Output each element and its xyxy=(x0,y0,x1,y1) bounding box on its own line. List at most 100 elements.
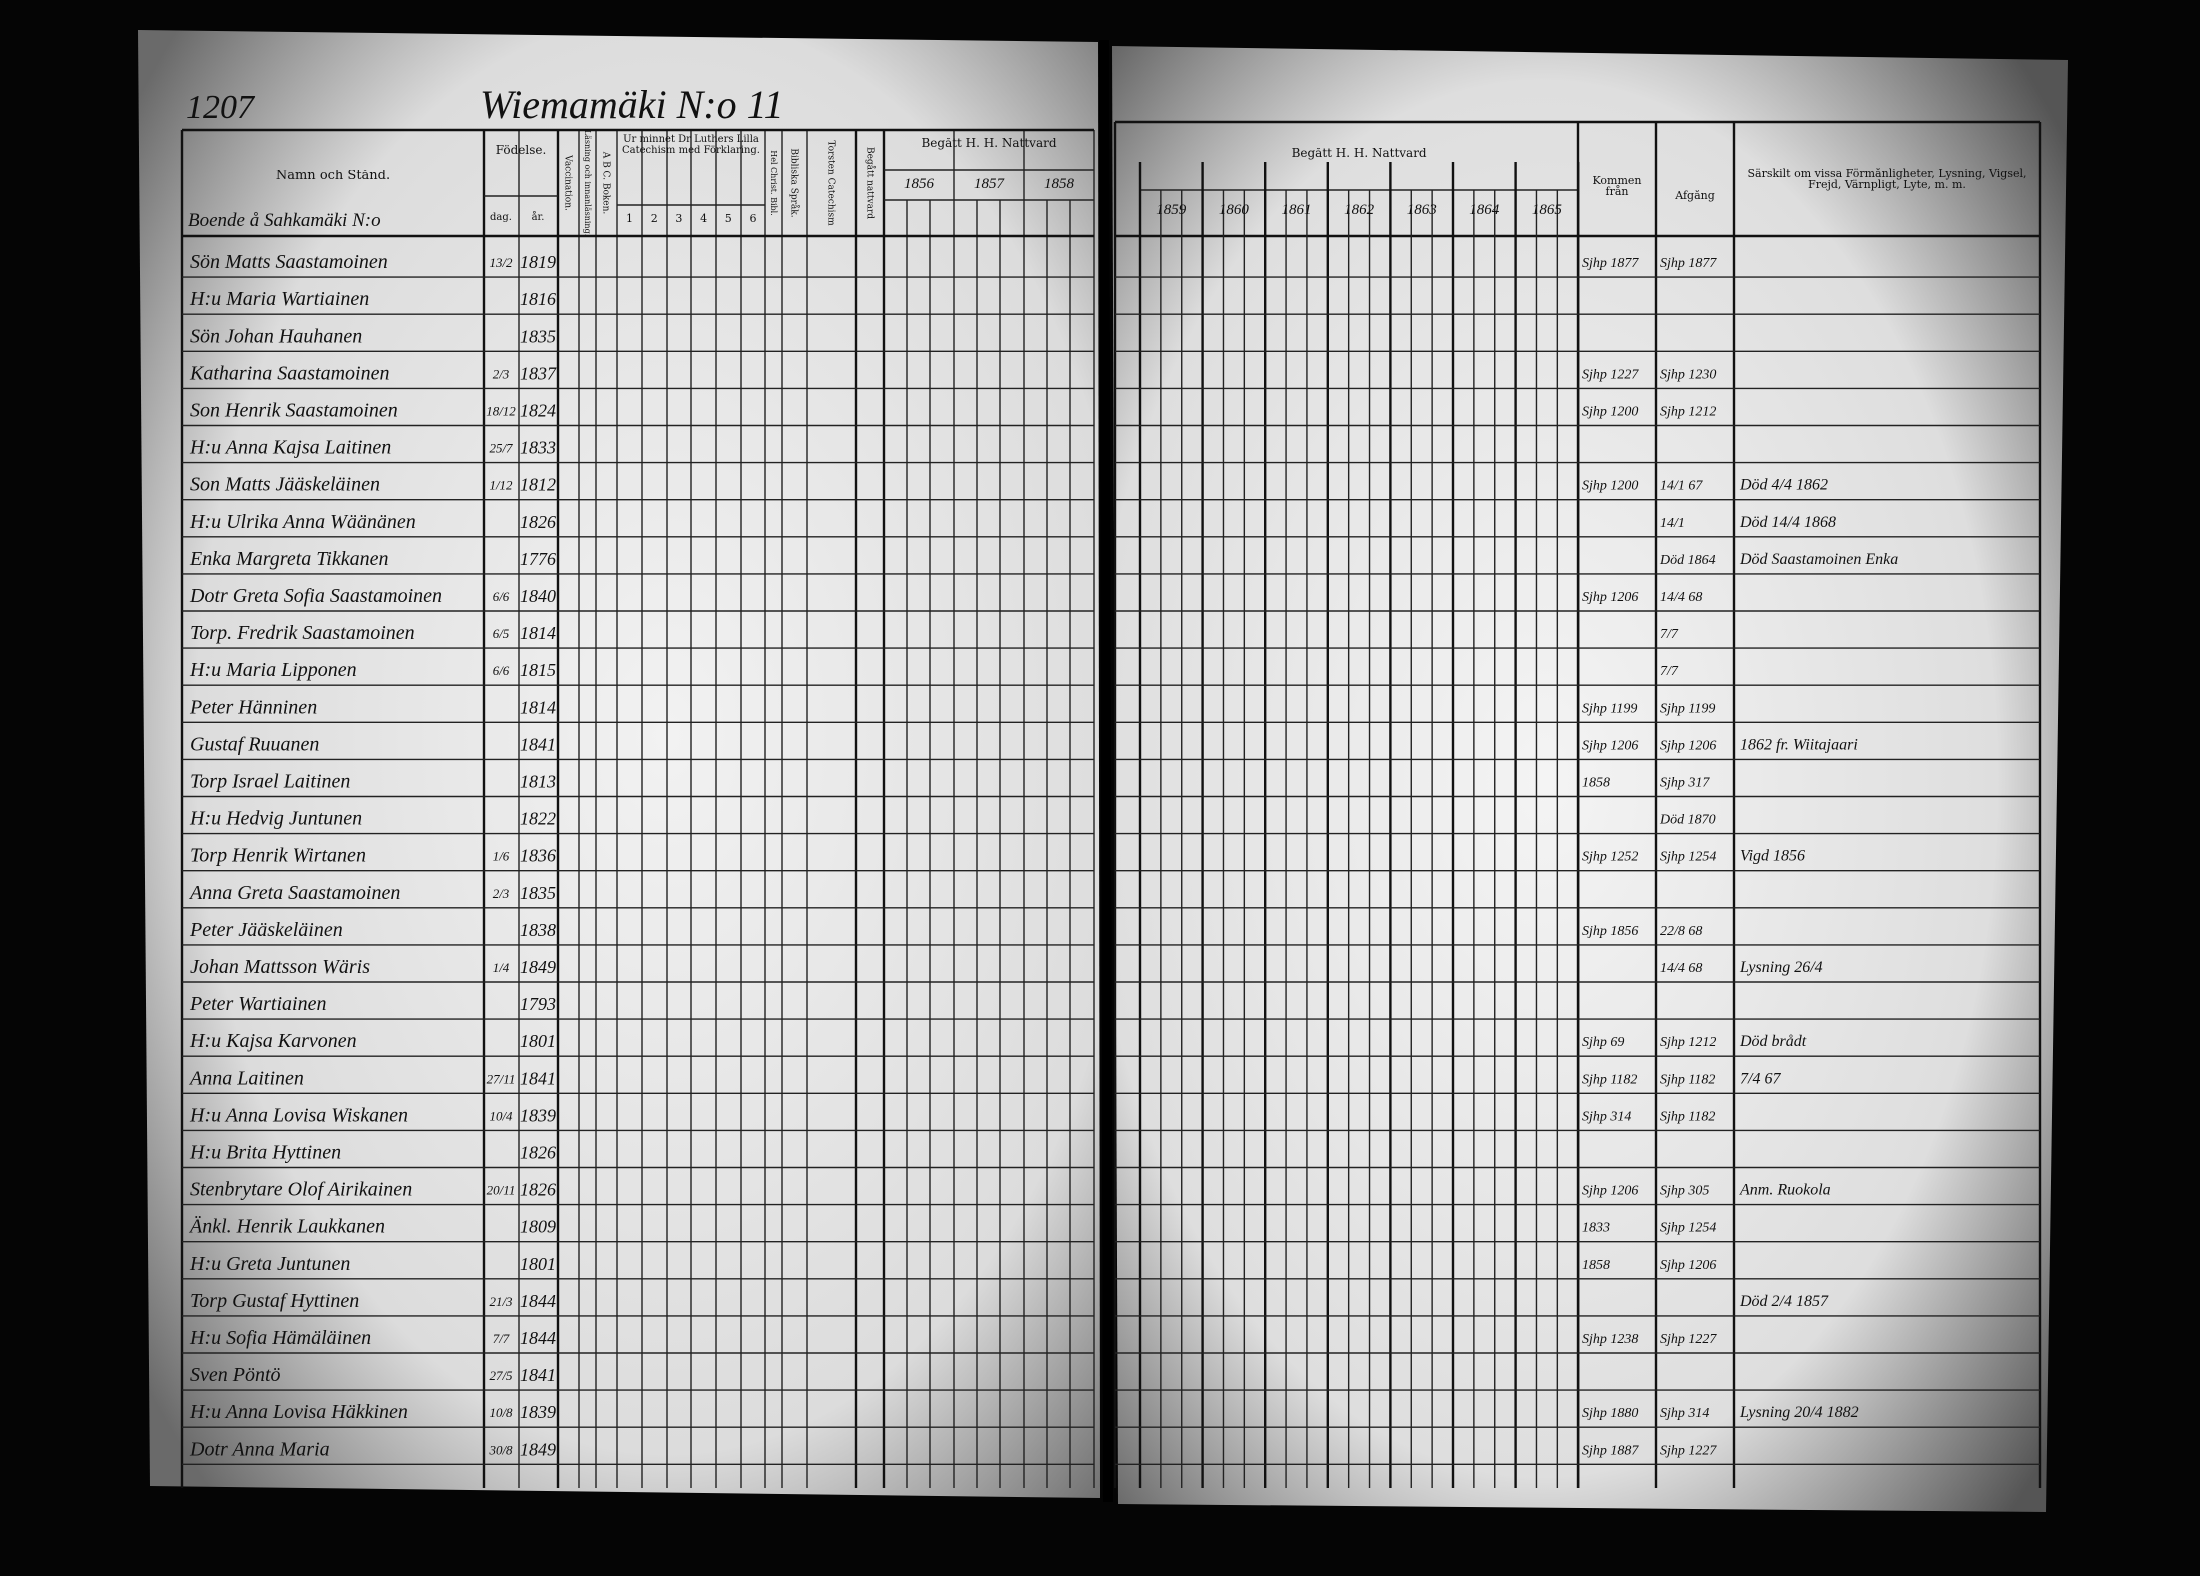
birth-year: 1816 xyxy=(520,289,556,309)
catechism-part: 5 xyxy=(725,212,732,225)
year-header: 1857 xyxy=(974,176,1006,192)
moved-from: Sjhp 69 xyxy=(1582,1035,1624,1050)
departure: 7/7 xyxy=(1660,627,1679,642)
departure: Sjhp 305 xyxy=(1660,1184,1709,1199)
birth-year: 1841 xyxy=(520,734,556,754)
birth-year: 1839 xyxy=(520,1105,556,1125)
moved-from: Sjhp 1206 xyxy=(1582,738,1638,753)
departure: Sjhp 1230 xyxy=(1660,367,1716,382)
vertical-header: Läsning och innanläsning. xyxy=(583,130,592,236)
year-header: 1856 xyxy=(904,176,935,192)
birth-year: 1822 xyxy=(520,809,556,829)
header-cell: Ur minnet Dr Luthers Lilla Catechism med… xyxy=(622,134,760,156)
person-name: Torp Gustaf Hyttinen xyxy=(190,1290,359,1312)
day-header: dag. xyxy=(490,212,512,223)
birth-year: 1841 xyxy=(520,1365,556,1385)
remark: Död Saastamoinen Enka xyxy=(1739,551,1898,568)
birth-day: 1/6 xyxy=(493,849,510,864)
moved-from: Sjhp 1887 xyxy=(1582,1443,1639,1458)
birth-year: 1841 xyxy=(520,1068,556,1088)
moved-from: Sjhp 314 xyxy=(1582,1109,1631,1124)
gutter xyxy=(1099,39,1113,1503)
person-name: Son Henrik Saastamoinen xyxy=(190,400,398,422)
remark: Död 2/4 1857 xyxy=(1739,1293,1829,1310)
remark: Vigd 1856 xyxy=(1740,848,1805,865)
person-name: Sön Johan Hauhanen xyxy=(190,325,362,347)
birth-year: 1826 xyxy=(520,512,556,532)
person-name: H:u Greta Juntunen xyxy=(189,1253,350,1275)
moved-from: Sjhp 1880 xyxy=(1582,1406,1638,1421)
header-label: Afgång xyxy=(1675,190,1715,202)
moved-from: Sjhp 1252 xyxy=(1582,850,1638,865)
birth-year: 1793 xyxy=(520,994,556,1014)
birth-year: 1826 xyxy=(520,1143,556,1163)
remark: 1862 fr. Wiitajaari xyxy=(1740,736,1858,753)
year-header: 1864 xyxy=(1469,202,1500,218)
header-cell: Afgång xyxy=(1675,190,1715,202)
header-cell: Födelse. xyxy=(496,145,547,156)
birth-year: 1849 xyxy=(520,1439,556,1459)
person-name: Peter Wartiainen xyxy=(189,993,326,1015)
birth-day: 6/6 xyxy=(493,589,510,604)
moved-from: Sjhp 1200 xyxy=(1582,479,1638,494)
birth-year: 1839 xyxy=(520,1402,556,1422)
person-name: Torp Henrik Wirtanen xyxy=(190,845,366,867)
birth-day: 2/3 xyxy=(493,886,510,901)
birth-year: 1833 xyxy=(520,438,556,458)
remark: Lysning 20/4 1882 xyxy=(1739,1404,1859,1421)
birth-year: 1849 xyxy=(520,957,556,977)
year-header: 1861 xyxy=(1282,202,1312,218)
person-name: Enka Margreta Tikkanen xyxy=(189,548,388,570)
moved-from: Sjhp 1182 xyxy=(1582,1072,1637,1087)
catechism-part: 1 xyxy=(626,212,633,225)
departure: 14/1 xyxy=(1660,516,1685,531)
right-page xyxy=(1112,46,2068,1512)
person-name: Dotr Anna Maria xyxy=(189,1438,330,1460)
remark: Anm. Ruokola xyxy=(1739,1182,1831,1199)
birth-day: 13/2 xyxy=(489,255,513,270)
person-name: Torp. Fredrik Saastamoinen xyxy=(190,622,415,644)
departure: Död 1864 xyxy=(1659,553,1716,568)
remark: 7/4 67 xyxy=(1740,1070,1781,1087)
person-name: H:u Maria Lipponen xyxy=(189,659,357,681)
birth-year: 1814 xyxy=(520,697,556,717)
person-name: Torp Israel Laitinen xyxy=(190,771,350,793)
birth-day: 20/11 xyxy=(487,1183,516,1198)
birth-year: 1815 xyxy=(520,660,556,680)
birth-year: 1835 xyxy=(520,326,556,346)
birth-year: 1838 xyxy=(520,920,556,940)
birth-year: 1836 xyxy=(520,846,556,866)
moved-from: Sjhp 1877 xyxy=(1582,256,1639,271)
person-name: Änkl. Henrik Laukkanen xyxy=(188,1215,385,1238)
moved-from: Sjhp 1238 xyxy=(1582,1332,1638,1347)
birth-year: 1837 xyxy=(520,363,557,383)
birth-year: 1844 xyxy=(520,1328,556,1348)
birth-year: 1801 xyxy=(520,1254,556,1274)
departure: Sjhp 1182 xyxy=(1660,1072,1715,1087)
moved-from: 1858 xyxy=(1582,1258,1610,1273)
year-header: 1860 xyxy=(1219,202,1250,218)
remark: Död 14/4 1868 xyxy=(1739,514,1836,531)
header-label: Kommen från xyxy=(1592,175,1642,198)
moved-from: Sjhp 1206 xyxy=(1582,1184,1638,1199)
person-name: Anna Laitinen xyxy=(188,1067,304,1089)
vertical-header: Torsten Catechism xyxy=(826,140,836,226)
departure: Sjhp 1227 xyxy=(1660,1443,1717,1458)
departure: Sjhp 1227 xyxy=(1660,1332,1717,1347)
departure: Sjhp 1212 xyxy=(1660,405,1716,420)
moved-from: Sjhp 1199 xyxy=(1582,701,1637,716)
header-cell: Begått H. H. Nattvard xyxy=(1292,148,1427,159)
person-name: H:u Brita Hyttinen xyxy=(189,1142,341,1164)
year-header: år. xyxy=(532,211,545,223)
person-name: H:u Ulrika Anna Wäänänen xyxy=(189,511,416,533)
vertical-header: A B C. Boken. xyxy=(601,151,611,215)
person-name: H:u Kajsa Karvonen xyxy=(189,1030,357,1052)
moved-from: Sjhp 1206 xyxy=(1582,590,1638,605)
birth-year: 1826 xyxy=(520,1180,556,1200)
header-label: Ur minnet Dr Luthers Lilla Catechism med… xyxy=(622,134,760,156)
birth-year: 1809 xyxy=(520,1217,556,1237)
person-name: H:u Maria Wartiainen xyxy=(189,288,369,310)
departure: 7/7 xyxy=(1660,664,1679,679)
birth-day: 18/12 xyxy=(486,404,516,419)
